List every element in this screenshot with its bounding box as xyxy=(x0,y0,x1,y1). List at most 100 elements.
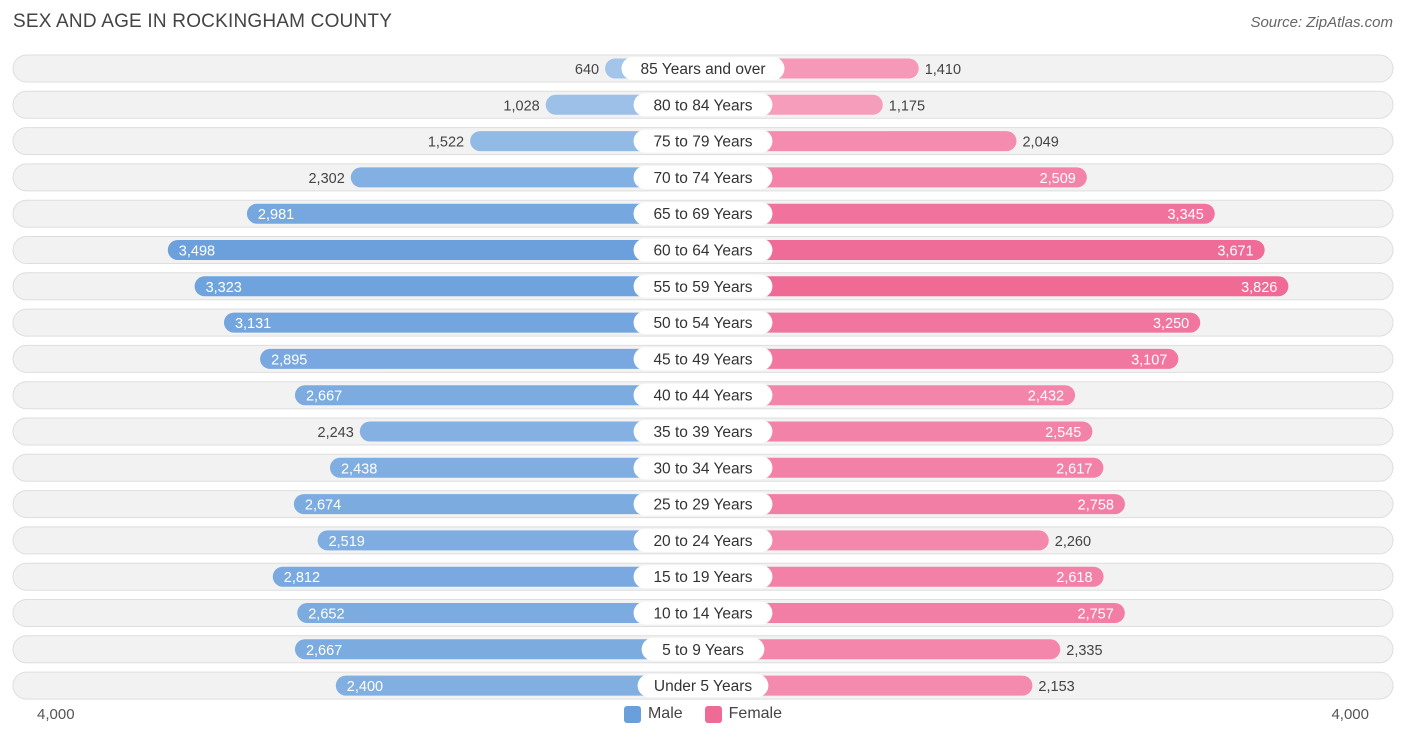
female-value-label: 2,758 xyxy=(1078,498,1114,514)
category-label: 45 to 49 Years xyxy=(653,351,752,368)
female-value-label: 2,617 xyxy=(1056,461,1092,477)
female-value-label: 2,545 xyxy=(1045,425,1081,441)
male-bar xyxy=(297,603,703,623)
chart-row: 2,674 2,758 25 to 29 Years xyxy=(12,490,1394,519)
category-pill xyxy=(637,674,769,698)
category-pill xyxy=(633,420,773,443)
legend: Male Female xyxy=(0,705,1406,723)
category-label: 30 to 34 Years xyxy=(653,460,752,477)
male-value-label: 2,243 xyxy=(318,425,354,441)
male-bar xyxy=(246,203,704,224)
category-label: 35 to 39 Years xyxy=(653,424,752,441)
legend-item-female: Female xyxy=(704,705,783,723)
chart-row: 640 1,410 85 Years and over xyxy=(12,54,1394,83)
category-label: 65 to 69 Years xyxy=(653,206,752,223)
category-pill xyxy=(633,347,773,371)
category-label: 85 Years and over xyxy=(641,61,766,78)
female-value-label: 3,107 xyxy=(1131,352,1167,368)
population-pyramid-chart: 640 1,410 85 Years and over 1,028 1,175 80 to… xyxy=(12,54,1394,700)
male-value-label: 2,895 xyxy=(271,352,307,368)
male-bar xyxy=(260,348,703,369)
category-pill xyxy=(633,165,773,189)
chart-row: 2,438 2,617 30 to 34 Years xyxy=(12,453,1394,482)
category-label: 60 to 64 Years xyxy=(653,243,752,260)
female-value-label: 1,410 xyxy=(925,62,961,78)
category-label: Under 5 Years xyxy=(654,678,752,695)
female-value-label: 2,757 xyxy=(1078,607,1114,623)
male-swatch xyxy=(623,705,641,723)
chart-row: 3,323 3,826 55 to 59 Years xyxy=(12,272,1394,301)
chart-row: 3,498 3,671 60 to 64 Years xyxy=(12,236,1394,264)
male-value-label: 3,323 xyxy=(206,280,242,296)
chart-row: 2,302 2,509 70 to 74 Years xyxy=(12,163,1394,192)
male-bar xyxy=(272,566,703,587)
chart-row: 1,028 1,175 80 to 84 Years xyxy=(12,90,1394,119)
male-value-label: 3,131 xyxy=(235,316,271,332)
male-value-label: 2,674 xyxy=(305,498,341,514)
female-bar xyxy=(703,639,1061,660)
female-value-label: 2,432 xyxy=(1028,389,1064,405)
female-swatch xyxy=(704,705,722,723)
female-value-label: 3,826 xyxy=(1241,280,1277,296)
legend-item-male: Male xyxy=(623,705,683,723)
male-bar xyxy=(335,675,703,696)
male-value-label: 3,498 xyxy=(179,244,215,260)
male-value-label: 2,981 xyxy=(258,207,294,223)
female-value-label: 2,509 xyxy=(1040,171,1076,187)
category-pill xyxy=(633,129,773,153)
chart-row: 2,400 2,153 Under 5 Years xyxy=(12,671,1394,700)
male-bar xyxy=(350,167,703,188)
category-pill xyxy=(633,311,773,335)
chart-row: 3,131 3,250 50 to 54 Years xyxy=(12,308,1394,337)
male-bar xyxy=(223,312,703,333)
female-value-label: 2,260 xyxy=(1055,534,1091,550)
female-value-label: 3,671 xyxy=(1217,244,1253,260)
category-pill xyxy=(633,601,773,625)
female-value-label: 2,618 xyxy=(1056,570,1092,586)
female-value-label: 2,153 xyxy=(1038,679,1074,695)
legend-male-label: Male xyxy=(647,705,683,722)
female-bar xyxy=(703,494,1125,515)
category-label: 55 to 59 Years xyxy=(653,279,752,296)
male-bar xyxy=(317,530,703,551)
chart-row: 2,981 3,345 65 to 69 Years xyxy=(12,199,1394,228)
female-bar xyxy=(703,312,1201,333)
legend-female-label: Female xyxy=(728,705,783,722)
female-value-label: 3,345 xyxy=(1167,207,1203,223)
male-bar xyxy=(194,276,703,297)
male-bar xyxy=(167,240,703,260)
category-pill xyxy=(633,274,773,298)
female-value-label: 2,335 xyxy=(1066,643,1102,659)
chart-title: SEX AND AGE IN ROCKINGHAM COUNTY xyxy=(13,11,393,32)
category-label: 10 to 14 Years xyxy=(653,606,752,623)
female-bar xyxy=(703,566,1104,587)
male-value-label: 2,667 xyxy=(306,643,342,659)
female-bar xyxy=(703,675,1033,696)
female-value-label: 1,175 xyxy=(889,98,925,114)
category-label: 25 to 29 Years xyxy=(653,497,752,514)
chart-row: 2,812 2,618 15 to 19 Years xyxy=(12,562,1394,591)
male-bar xyxy=(329,457,703,478)
female-value-label: 2,049 xyxy=(1022,135,1058,151)
female-bar xyxy=(703,603,1125,623)
female-bar xyxy=(703,348,1179,369)
category-label: 40 to 44 Years xyxy=(653,388,752,405)
male-bar xyxy=(359,421,703,442)
category-pill xyxy=(633,202,773,226)
male-value-label: 1,028 xyxy=(503,98,539,114)
category-label: 80 to 84 Years xyxy=(653,97,752,114)
category-pill xyxy=(633,383,773,407)
male-value-label: 2,519 xyxy=(329,534,365,550)
category-label: 75 to 79 Years xyxy=(653,134,752,151)
category-pill xyxy=(621,57,785,80)
male-value-label: 2,302 xyxy=(308,171,344,187)
male-value-label: 2,438 xyxy=(341,461,377,477)
category-pill xyxy=(633,528,773,552)
category-label: 50 to 54 Years xyxy=(653,315,752,332)
chart-row: 2,652 2,757 10 to 14 Years xyxy=(12,599,1394,627)
male-value-label: 2,667 xyxy=(306,389,342,405)
male-value-label: 2,652 xyxy=(308,607,344,623)
male-bar xyxy=(294,385,703,406)
female-bar xyxy=(703,131,1017,152)
chart-row: 2,667 2,335 5 to 9 Years xyxy=(12,635,1394,664)
